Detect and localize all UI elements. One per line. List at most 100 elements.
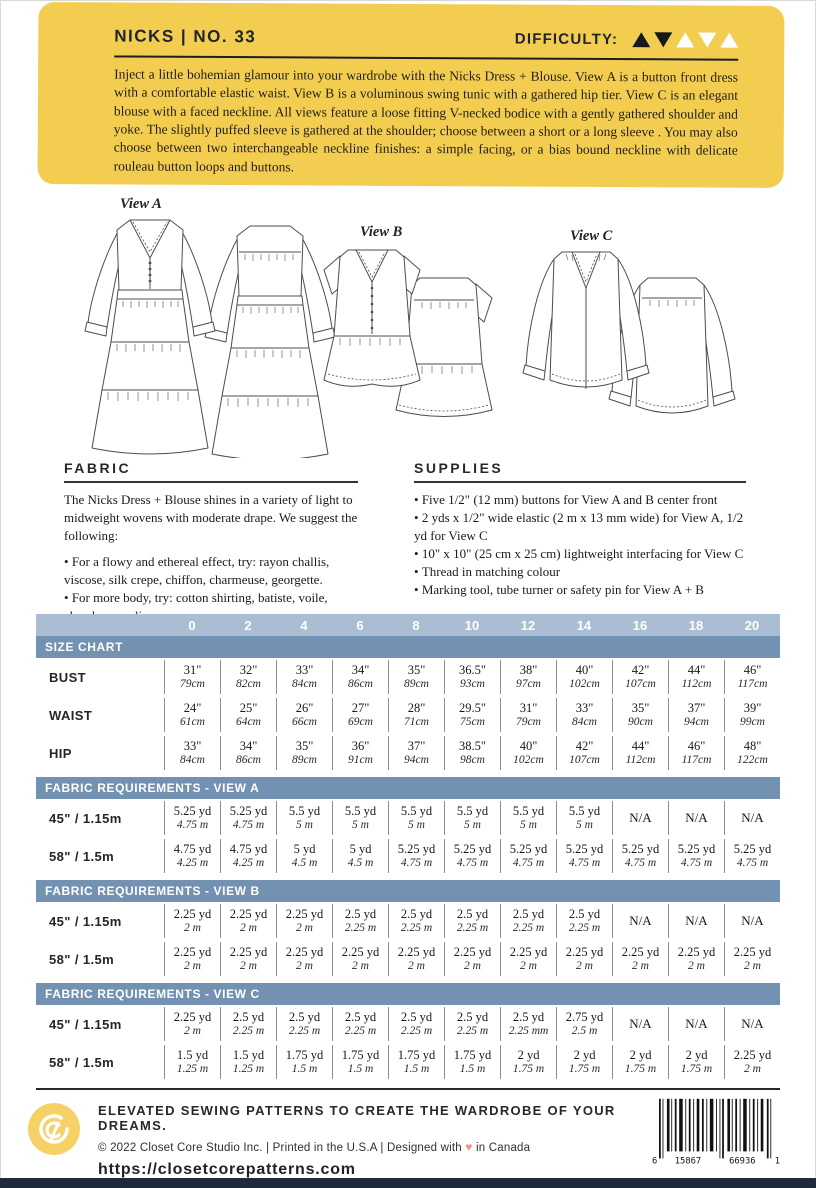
m-value: 2 m	[296, 921, 313, 934]
fabric-requirements-row: 45" / 1.15m 2.25 yd 2 m 2.5 yd 2.25 m 2.5 yd 2…	[36, 1005, 780, 1043]
yardage-cell: 2.5 yd 2.25 m	[332, 1007, 388, 1041]
yardage-cell: 1.75 yd 1.5 m	[388, 1045, 444, 1079]
fabric-heading: FABRIC	[64, 460, 358, 483]
m-value: 1.5 m	[347, 1062, 374, 1075]
yd-value: 2.25 yd	[677, 945, 716, 960]
m-value: 2 m	[240, 959, 257, 972]
yardage-cell: N/A	[724, 801, 780, 835]
inches-value: 29.5"	[459, 701, 486, 716]
yardage-cell: 5.25 yd 4.75 m	[220, 801, 276, 835]
yardage-cell: 2.5 yd 2.25 m	[388, 904, 444, 938]
yd-value: 2.5 yd	[400, 907, 433, 922]
yd-value: 5.5 yd	[512, 804, 545, 819]
inches-value: 34"	[239, 739, 258, 754]
fabric-intro: The Nicks Dress + Blouse shines in a var…	[64, 492, 358, 543]
yardage-cell: 5 yd 4.5 m	[276, 839, 332, 873]
measurement-cell: 31" 79cm	[164, 660, 220, 694]
m-value: 2 m	[744, 1062, 761, 1075]
yd-value: 2.75 yd	[565, 1010, 604, 1025]
inches-value: 24"	[183, 701, 202, 716]
m-value: 4.25 m	[232, 856, 265, 869]
yd-value: 5.25 yd	[509, 842, 548, 857]
m-value: 2.25 m	[568, 921, 601, 934]
inches-value: 31"	[183, 663, 202, 678]
yardage-cell: 2.25 yd 2 m	[276, 942, 332, 976]
cm-value: 90cm	[628, 715, 653, 728]
yardage-cell: 2.25 yd 2 m	[388, 942, 444, 976]
inches-value: 34"	[351, 663, 370, 678]
inches-value: 40"	[519, 739, 538, 754]
yd-value: 1.75 yd	[341, 1048, 380, 1063]
inches-value: 32"	[239, 663, 258, 678]
yd-value: 2.25 yd	[229, 907, 268, 922]
yardage-cell: 2.25 yd 2 m	[444, 942, 500, 976]
m-value: 2 m	[184, 959, 201, 972]
size-chart-row: WAIST 24" 61cm 25" 64cm 26" 66cm 27" 69cm 28" 71cm…	[36, 696, 780, 734]
inches-value: 44"	[631, 739, 650, 754]
yd-value: 2.25 yd	[285, 907, 324, 922]
cm-value: 112cm	[681, 677, 712, 690]
cm-value: 97cm	[516, 677, 541, 690]
m-value: 2.5 m	[571, 1024, 598, 1037]
m-value: 2 m	[352, 959, 369, 972]
measurement-cell: 34" 86cm	[332, 660, 388, 694]
measurement-cell: 37" 94cm	[388, 736, 444, 770]
barcode-digit-right: 1	[775, 1157, 780, 1167]
yd-value: 5.25 yd	[173, 804, 212, 819]
difficulty-label: DIFFICULTY:	[514, 30, 619, 48]
size-column-header: 20	[744, 617, 760, 633]
bullet-item: Marking tool, tube turner or safety pin …	[414, 581, 746, 599]
inches-value: 33"	[575, 701, 594, 716]
bullet-item: Thread in matching colour	[414, 563, 746, 581]
m-value: 5 m	[408, 818, 425, 831]
yardage-cell: 5.5 yd 5 m	[388, 801, 444, 835]
yardage-cell: 5.5 yd 5 m	[556, 801, 612, 835]
m-value: 4.75 m	[400, 856, 433, 869]
m-value: 4.5 m	[347, 856, 374, 869]
view-c-label: View C	[570, 228, 613, 244]
yd-value: 2.25 yd	[341, 945, 380, 960]
yardage-cell: 2.25 yd 2 m	[332, 942, 388, 976]
m-value: 1.75 m	[568, 1062, 601, 1075]
m-value: 1.75 m	[512, 1062, 545, 1075]
yardage-cell: 2.5 yd 2.25 m	[444, 1007, 500, 1041]
open-triangle-up-icon	[676, 31, 695, 47]
inches-value: 39"	[743, 701, 762, 716]
yd-value: 2.25 yd	[285, 945, 324, 960]
measurement-label: HIP	[49, 745, 72, 761]
garment-line-art-icon	[84, 219, 736, 461]
inches-value: 26"	[295, 701, 314, 716]
yd-value: 2.5 yd	[288, 1010, 321, 1025]
cm-value: 102cm	[513, 753, 544, 766]
m-value: 2.25 mm	[508, 1024, 549, 1037]
yd-value: 2.5 yd	[456, 1010, 489, 1025]
yd-value: 4.75 yd	[173, 842, 212, 857]
yd-value: 5.25 yd	[621, 842, 660, 857]
m-value: 4.75 m	[680, 856, 713, 869]
m-value: 2.25 m	[288, 1024, 321, 1037]
inches-value: 38.5"	[459, 739, 486, 754]
m-value: 4.75 m	[624, 856, 657, 869]
m-value: 1.25 m	[232, 1062, 265, 1075]
yd-value: 5.25 yd	[397, 842, 436, 857]
m-value: 1.75 m	[680, 1062, 713, 1075]
measurement-cell: 42" 107cm	[612, 660, 668, 694]
yd-value: 5.25 yd	[677, 842, 716, 857]
yardage-cell: 2.25 yd 2 m	[612, 942, 668, 976]
measurement-cell: 46" 117cm	[724, 660, 780, 694]
footer-copyright: © 2022 Closet Core Studio Inc. | Printed…	[98, 1140, 531, 1154]
bullet-item: Five 1/2" (12 mm) buttons for View A and…	[414, 491, 746, 509]
website-url[interactable]: https://closetcorepatterns.com	[98, 1161, 356, 1178]
yd-value: 2.5 yd	[400, 1010, 433, 1025]
yardage-cell: 5.25 yd 4.75 m	[668, 839, 724, 873]
m-value: 4.75 m	[232, 818, 265, 831]
measurement-cell: 24" 61cm	[164, 698, 220, 732]
fabric-requirements-row: 58" / 1.5m 2.25 yd 2 m 2.25 yd 2 m 2.25 yd 2 m…	[36, 940, 780, 978]
m-value: 1.75 m	[624, 1062, 657, 1075]
yd-value: 2.5 yd	[344, 1010, 377, 1025]
pattern-title: NICKS | NO. 33	[114, 26, 257, 47]
m-value: 5 m	[464, 818, 481, 831]
supplies-section: SUPPLIES Five 1/2" (12 mm) buttons for V…	[414, 460, 746, 599]
yd-value: 2.25 yd	[173, 1010, 212, 1025]
